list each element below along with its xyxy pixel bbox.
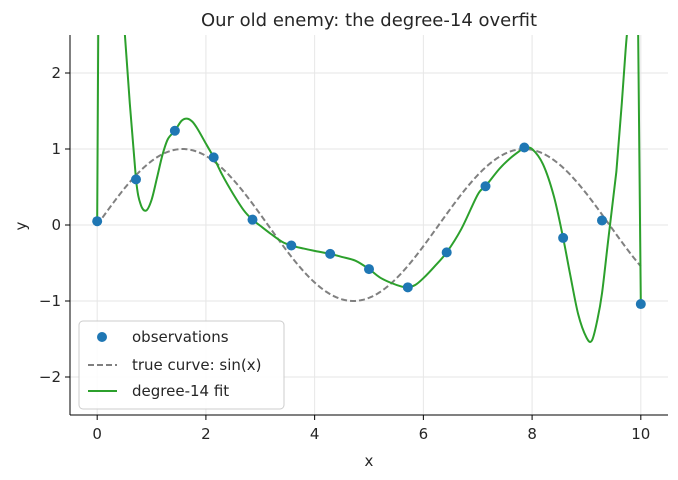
observation-point-9 — [441, 247, 452, 258]
y-tick-label-3: 1 — [51, 140, 61, 158]
x-tick-label-1: 2 — [201, 425, 211, 443]
x-tick-label-4: 8 — [527, 425, 537, 443]
legend-label-observations: observations — [132, 328, 229, 346]
x-tick-label-0: 0 — [92, 425, 102, 443]
x-tick-label-2: 4 — [310, 425, 320, 443]
observation-point-5 — [286, 240, 297, 251]
x-axis-label: x — [365, 452, 374, 470]
y-axis-label: y — [12, 221, 30, 230]
legend-frame — [78, 320, 285, 410]
legend-label-degree-14-fit: degree-14 fit — [132, 382, 229, 400]
observation-point-0 — [92, 216, 103, 227]
observation-point-1 — [130, 174, 141, 185]
y-tick-label-0: −2 — [39, 368, 61, 386]
legend-marker-observations — [97, 332, 107, 342]
plot-area — [92, 35, 646, 343]
observation-point-4 — [247, 214, 258, 225]
observation-point-8 — [402, 282, 413, 293]
observation-point-7 — [364, 264, 374, 275]
legend: observations true curve: sin(x) degree-1… — [78, 320, 285, 410]
chart-title: Our old enemy: the degree-14 overfit — [201, 10, 537, 31]
degree-14-fit-line — [96, 35, 642, 343]
y-tick-label-2: 0 — [51, 216, 61, 234]
observation-point-14 — [635, 299, 646, 310]
observation-point-6 — [325, 248, 336, 259]
y-tick-label-1: −1 — [39, 292, 61, 310]
observation-point-11 — [519, 142, 530, 153]
observation-point-3 — [208, 152, 219, 163]
true-curve-line — [96, 147, 642, 302]
ticks: 0 2 4 6 8 10 −2 −1 0 1 2 — [39, 64, 650, 443]
x-tick-label-5: 10 — [631, 425, 650, 443]
observation-point-10 — [480, 181, 491, 192]
legend-label-true-curve: true curve: sin(x) — [132, 356, 261, 374]
observation-point-13 — [597, 215, 608, 226]
x-tick-label-3: 6 — [419, 425, 429, 443]
observation-point-2 — [169, 125, 180, 136]
observation-point-12 — [558, 232, 569, 243]
y-tick-label-4: 2 — [51, 64, 61, 82]
